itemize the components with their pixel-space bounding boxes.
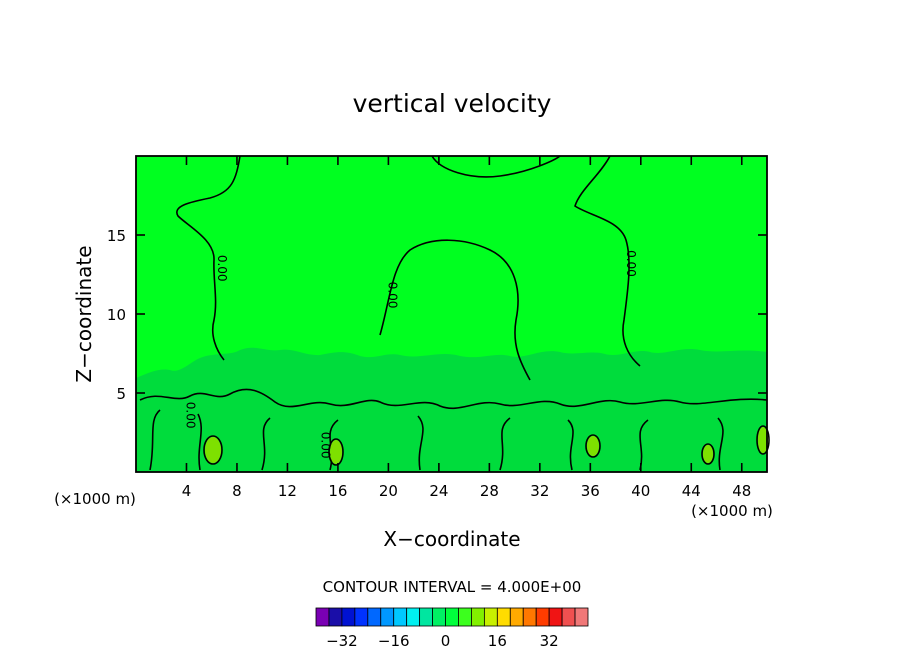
x-axis-ticks: 4 8 12 16 20 24 28 32 36 40 44 48 <box>182 156 751 500</box>
colorbar-tick-label: 0 <box>441 632 451 650</box>
colorbar-tick-label: 32 <box>540 632 559 650</box>
colorbar-swatch <box>496 607 511 627</box>
contour-zero-dome <box>379 239 531 381</box>
contour-label: 0.00 <box>215 255 229 282</box>
colorbar-swatch <box>315 607 330 627</box>
colorbar-swatch <box>561 607 576 627</box>
colorbar-swatch <box>341 607 356 627</box>
colorbar-swatch <box>509 607 524 627</box>
colorbar-swatch <box>354 607 369 627</box>
updraft-cells <box>205 427 768 464</box>
colorbar-swatch <box>535 607 550 627</box>
updraft-cell-outline <box>328 438 344 466</box>
updraft-cell <box>587 436 599 456</box>
x-tick-label: 16 <box>328 482 347 500</box>
updraft-cell-outline <box>701 443 715 465</box>
colorbar-tick-label: 16 <box>488 632 507 650</box>
updraft-cell-outline <box>756 425 770 455</box>
contour-lines <box>139 155 770 471</box>
chart-title: vertical velocity <box>353 89 552 118</box>
updraft-cell <box>703 445 713 463</box>
x-tick-label: 24 <box>429 482 448 500</box>
plot-area: 0.00 0.00 0.00 0.00 0.00 <box>135 155 770 473</box>
colorbar-swatch <box>471 607 485 627</box>
updraft-cell <box>330 440 342 464</box>
colorbar-tick-label: −32 <box>326 632 358 650</box>
x-tick-label: 36 <box>581 482 600 500</box>
colorbar-swatch <box>574 607 589 627</box>
y-axis-label: Z−coordinate <box>72 245 96 382</box>
updraft-cell <box>758 427 768 453</box>
colorbar-swatch <box>548 607 563 627</box>
contour-label: 0.00 <box>385 282 399 309</box>
colorbar-swatch <box>483 607 498 627</box>
colorbar-swatch <box>380 607 395 627</box>
y-tick-label: 5 <box>116 385 126 403</box>
lower-turbulent-region <box>136 347 767 472</box>
x-unit-right: (×1000 m) <box>691 502 773 520</box>
contour-labels: 0.00 0.00 0.00 0.00 0.00 <box>183 250 637 458</box>
colorbar-swatch <box>406 607 421 627</box>
x-tick-label: 44 <box>682 482 701 500</box>
updraft-cell-outline <box>585 434 601 458</box>
contour-lower-band-2 <box>149 409 724 471</box>
colorbar-swatch <box>432 607 446 627</box>
contour-lower-band <box>139 388 768 410</box>
contour-label: 0.00 <box>183 402 197 429</box>
colorbar-swatch <box>458 607 472 627</box>
contour-zero-upper <box>176 155 241 361</box>
x-axis-label: X−coordinate <box>383 527 520 551</box>
colorbar-swatch <box>393 607 408 627</box>
colorbar-swatch <box>328 607 343 627</box>
colorbar-swatch <box>419 607 433 627</box>
y-tick-label: 15 <box>107 227 126 245</box>
x-tick-label: 12 <box>278 482 297 500</box>
contour-label: 0.00 <box>624 250 638 277</box>
x-tick-label: 32 <box>530 482 549 500</box>
updraft-cell <box>205 437 221 463</box>
x-tick-label: 8 <box>232 482 242 500</box>
x-unit-left: (×1000 m) <box>54 490 136 508</box>
colorbar-tick-label: −16 <box>378 632 410 650</box>
x-tick-label: 48 <box>732 482 751 500</box>
contour-label: 0.00 <box>319 432 333 459</box>
colorbar-swatch <box>445 607 459 627</box>
x-tick-label: 40 <box>631 482 650 500</box>
colorbar <box>315 607 589 627</box>
colorbar-swatch <box>367 607 382 627</box>
colorbar-labels: −32 −16 0 16 32 <box>326 632 559 650</box>
updraft-cell-outline <box>203 435 223 465</box>
x-tick-label: 20 <box>379 482 398 500</box>
y-axis-ticks: 5 10 15 <box>107 227 767 403</box>
contour-zero-right <box>431 155 641 367</box>
x-tick-label: 4 <box>182 482 192 500</box>
contour-interval-text: CONTOUR INTERVAL = 4.000E+00 <box>323 578 582 596</box>
x-tick-label: 28 <box>480 482 499 500</box>
y-tick-label: 10 <box>107 306 126 324</box>
colorbar-swatch <box>522 607 537 627</box>
